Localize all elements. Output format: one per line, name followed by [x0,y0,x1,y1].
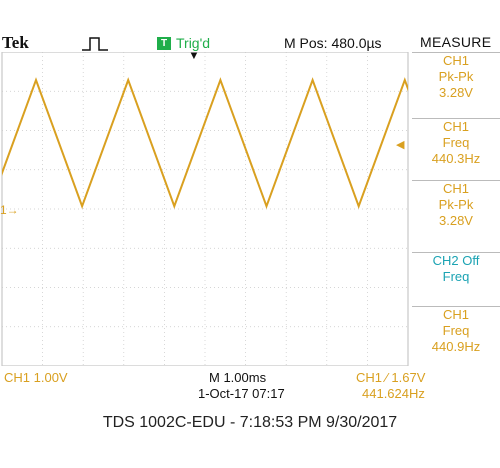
slot-2-value: 440.3Hz [431,151,481,166]
slot-2-source: CH1 [442,119,469,134]
slot-4-source: CH2 Off [432,253,480,268]
measure-slot-5[interactable]: CH1 Freq 440.9Hz [412,306,500,355]
measure-slot-2[interactable]: CH1 Freq 440.3Hz [412,118,500,167]
slot-4-type: Freq [442,269,470,284]
trigger-edge-icon [82,37,108,51]
measure-menu-title: MEASURE [420,34,492,50]
slot-1-source: CH1 [442,53,469,68]
screenshot-caption: TDS 1002C-EDU - 7:18:53 PM 9/30/2017 [102,414,398,431]
time-per-div: M 1.00ms [209,370,267,385]
ch1-volts-per-div: CH1 1.00V [4,370,68,385]
slot-5-type: Freq [442,323,470,338]
trigger-position-icon: ▼ [188,48,200,62]
grid-lines [1,52,409,366]
slot-5-value: 440.9Hz [431,339,481,354]
measure-slot-1[interactable]: CH1 Pk-Pk 3.28V [412,52,500,101]
slot-3-source: CH1 [442,181,469,196]
brand-logo: Tek [2,33,29,52]
slot-1-type: Pk-Pk [438,69,474,84]
date-time-stamp: 1-Oct-17 07:17 [198,386,285,401]
trigger-badge: T [157,37,171,50]
graticule [1,52,409,366]
ch1-ground-marker: 1→ [0,203,19,217]
trigger-readout: CH1 ∕ 1.67V [356,370,426,385]
horizontal-position: M Pos: 480.0µs [284,35,382,51]
slot-5-source: CH1 [442,307,469,322]
slot-2-type: Freq [442,135,470,150]
slot-1-value: 3.28V [439,85,473,100]
trigger-status: Trig'd [176,35,211,51]
slot-3-type: Pk-Pk [438,197,474,212]
ch1-trace [2,77,408,210]
trigger-level-marker: ◀ [396,139,405,151]
oscilloscope-screen: Tek T Trig'd ▼ M Pos: 480.0µs MEASURE 1→… [0,33,500,401]
measure-slot-3[interactable]: CH1 Pk-Pk 3.28V [412,180,500,229]
slot-3-value: 3.28V [439,213,473,228]
trigger-frequency-readout: 441.624Hz [362,386,425,401]
measure-slot-4[interactable]: CH2 Off Freq [412,252,500,285]
